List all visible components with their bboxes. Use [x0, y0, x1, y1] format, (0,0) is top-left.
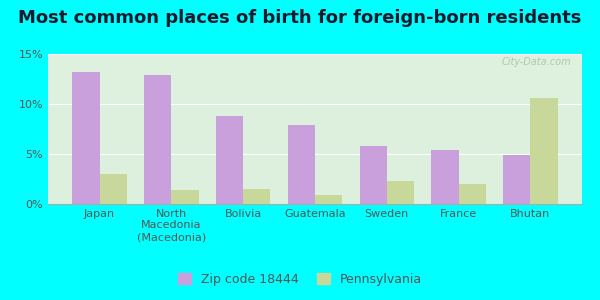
Bar — [243, 189, 271, 204]
Bar — [530, 98, 558, 204]
Bar — [458, 184, 486, 204]
Text: Most common places of birth for foreign-born residents: Most common places of birth for foreign-… — [19, 9, 581, 27]
Bar — [216, 116, 243, 204]
Bar — [72, 72, 100, 204]
Bar — [315, 195, 342, 204]
Bar — [172, 190, 199, 204]
Text: City-Data.com: City-Data.com — [502, 57, 571, 67]
Bar — [288, 125, 315, 204]
Bar — [359, 146, 387, 204]
Bar — [100, 174, 127, 204]
Bar — [387, 181, 414, 204]
Bar — [503, 155, 530, 204]
Bar — [144, 75, 172, 204]
Bar — [431, 150, 458, 204]
Legend: Zip code 18444, Pennsylvania: Zip code 18444, Pennsylvania — [173, 268, 427, 291]
